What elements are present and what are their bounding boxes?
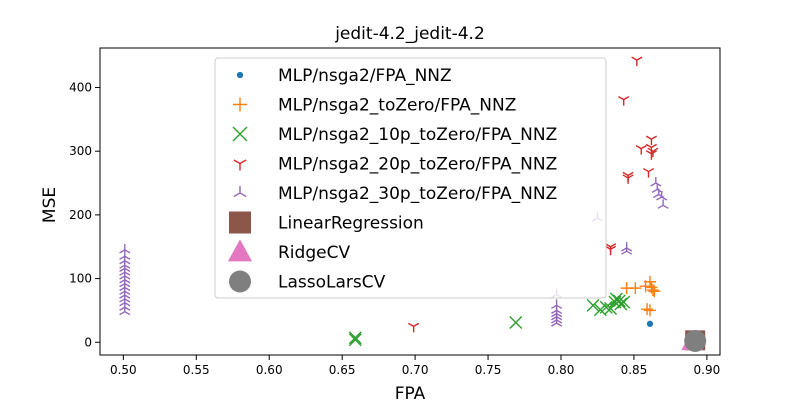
- x-tick-label: 0.60: [256, 363, 283, 377]
- data-point: [408, 322, 420, 333]
- x-tick-label: 0.50: [110, 363, 137, 377]
- legend-label: MLP/nsga2_20p_toZero/FPA_NNZ: [278, 155, 557, 175]
- legend-marker: [232, 126, 248, 142]
- data-point: [646, 284, 659, 297]
- data-point: [645, 150, 658, 160]
- data-point: [643, 275, 656, 288]
- data-point: [645, 135, 658, 146]
- legend-label: LinearRegression: [278, 214, 424, 234]
- series-3: [408, 56, 659, 333]
- x-tick-label: 0.80: [548, 363, 575, 377]
- data-point: [551, 317, 563, 327]
- data-point: [646, 320, 654, 327]
- y-tick-label: 300: [69, 144, 92, 158]
- series-0: [646, 320, 654, 327]
- data-point: [348, 333, 362, 347]
- x-tick-label: 0.75: [475, 363, 502, 377]
- chart-title: jedit-4.2_jedit-4.2: [334, 24, 485, 44]
- legend-marker: [229, 211, 251, 234]
- data-point: [599, 300, 613, 314]
- data-point: [641, 303, 654, 316]
- x-axis-label: FPA: [395, 384, 426, 400]
- legend-entries: MLP/nsga2/FPA_NNZ MLP/nsga2_toZero/FPA_NN…: [227, 66, 557, 293]
- legend-label: MLP/nsga2/FPA_NNZ: [278, 66, 452, 86]
- legend-box: [214, 57, 607, 299]
- y-axis: 0 100 200 300 400: [69, 80, 100, 349]
- data-point: [684, 329, 707, 352]
- x-axis: 0.50 0.55 0.60 0.65 0.70 0.75 0.80 0.85 0.90: [110, 355, 720, 377]
- data-point: [656, 191, 668, 201]
- legend-label: MLP/nsga2_30p_toZero/FPA_NNZ: [278, 184, 557, 204]
- data-point: [609, 292, 623, 306]
- legend-label: MLP/nsga2_toZero/FPA_NNZ: [278, 96, 516, 116]
- data-point: [642, 167, 655, 178]
- data-point: [631, 56, 643, 67]
- legend-marker: [233, 186, 247, 198]
- data-point: [618, 95, 630, 106]
- data-point: [621, 245, 633, 255]
- plot-area: [119, 56, 707, 352]
- data-point: [635, 145, 647, 155]
- data-point: [119, 243, 131, 254]
- data-point: [586, 298, 600, 312]
- data-point: [629, 282, 642, 295]
- legend-marker: [227, 239, 253, 262]
- y-tick-label: 200: [69, 208, 92, 222]
- data-point: [617, 295, 631, 309]
- data-point: [612, 294, 626, 308]
- data-point: [348, 331, 362, 345]
- data-point: [551, 299, 563, 309]
- legend-marker: [236, 71, 244, 79]
- legend-marker: [229, 270, 251, 293]
- legend: MLP/nsga2/FPA_NNZ MLP/nsga2_toZero/FPA_NN…: [214, 57, 607, 299]
- legend-label: MLP/nsga2_10p_toZero/FPA_NNZ: [278, 125, 557, 145]
- x-tick-label: 0.70: [402, 363, 429, 377]
- data-point: [119, 305, 131, 316]
- data-point: [622, 174, 634, 184]
- plot-frame: [99, 47, 721, 356]
- legend-marker: [233, 97, 247, 112]
- data-point: [509, 316, 523, 330]
- data-point: [643, 304, 656, 317]
- series-2: [348, 292, 631, 347]
- x-tick-label: 0.55: [183, 363, 210, 377]
- y-tick-label: 100: [69, 272, 92, 286]
- legend-label: LassoLarsCV: [278, 273, 386, 293]
- y-axis-label: MSE: [40, 187, 60, 223]
- legend-marker: [233, 159, 247, 171]
- x-tick-label: 0.90: [694, 363, 721, 377]
- series-4: [119, 177, 669, 327]
- x-tick-label: 0.85: [621, 363, 648, 377]
- x-tick-label: 0.65: [329, 363, 356, 377]
- data-point: [648, 285, 661, 298]
- y-tick-label: 400: [69, 80, 92, 94]
- series-1: [620, 275, 661, 317]
- data-point: [604, 302, 618, 315]
- series-7: [684, 329, 707, 352]
- data-point: [657, 199, 669, 209]
- y-tick-label: 0: [84, 335, 92, 349]
- legend-label: RidgeCV: [278, 243, 350, 263]
